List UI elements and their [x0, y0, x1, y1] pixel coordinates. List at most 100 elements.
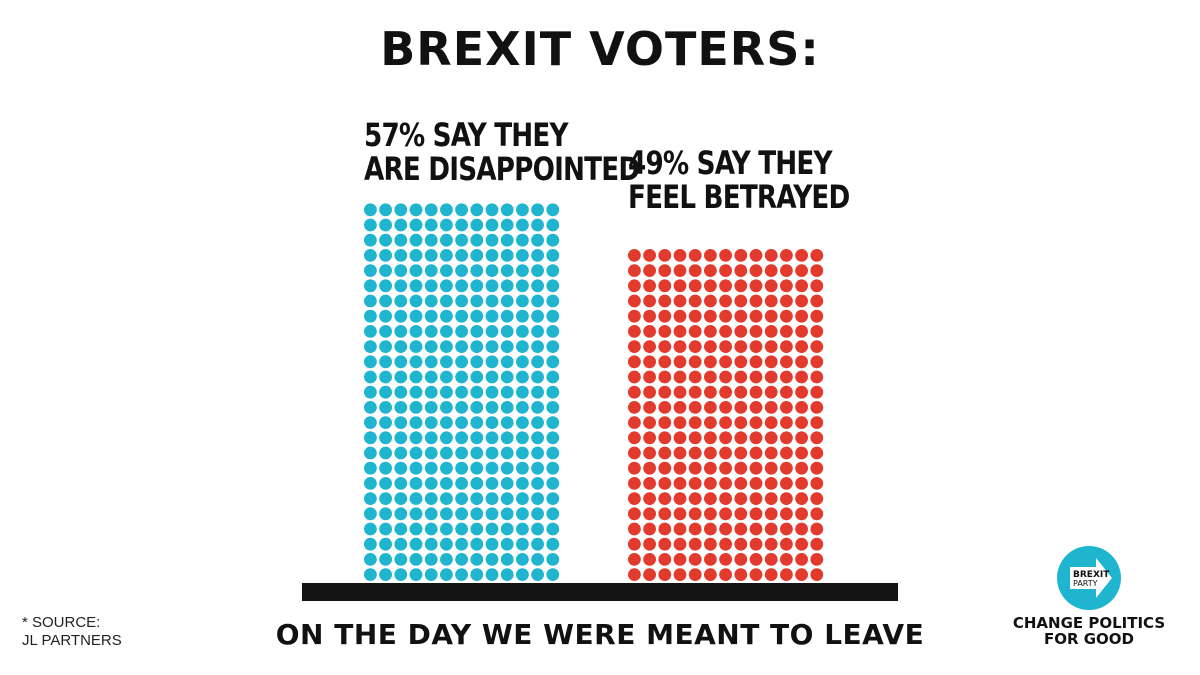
bar-dot	[364, 233, 377, 247]
bar-dot	[394, 233, 408, 247]
bar-dot	[516, 553, 529, 566]
bar-dot	[409, 401, 423, 414]
bar-dot	[409, 507, 423, 521]
bar-dot	[485, 431, 499, 445]
bar-dot	[516, 355, 529, 369]
bar-dot	[424, 522, 438, 536]
bar-dot	[470, 309, 484, 323]
bar-dot	[531, 446, 544, 460]
bar-dot	[704, 446, 717, 460]
bar-dot	[485, 507, 499, 521]
bar-dot	[485, 203, 499, 217]
bar-dot	[409, 249, 423, 262]
bar-dot	[658, 507, 672, 521]
bar-dot	[749, 553, 763, 566]
bar-dot	[749, 431, 763, 445]
bar-dot	[764, 522, 778, 536]
bar-dot	[780, 355, 793, 369]
bar-dot	[673, 522, 687, 536]
bar-dot	[795, 553, 808, 566]
bar-dot	[379, 340, 392, 353]
bar-dot	[764, 309, 778, 323]
bar-dot	[440, 279, 453, 293]
bar-dot	[704, 309, 717, 323]
bar-dot	[485, 355, 499, 369]
bar-dot	[704, 355, 717, 369]
bar-dot	[688, 355, 702, 369]
bar-dot	[764, 461, 778, 475]
bar-dot	[531, 522, 544, 536]
bar-dot	[780, 279, 793, 293]
bar-dot	[516, 309, 529, 323]
bar-dot	[673, 446, 687, 460]
bar-dot	[364, 309, 377, 323]
bar-dot	[546, 446, 560, 460]
bar-dot	[673, 309, 687, 323]
bar-dot	[364, 218, 377, 232]
bar-dot	[780, 446, 793, 460]
bar-dot	[546, 522, 560, 536]
bar-dot	[424, 325, 438, 338]
bar-dot	[440, 249, 453, 262]
bar-dot	[455, 477, 468, 490]
bar-dot	[688, 431, 702, 445]
bar-dot	[795, 309, 808, 323]
bar-dot	[749, 309, 763, 323]
bar-dot	[394, 340, 408, 353]
bar-dot	[531, 340, 544, 353]
bar-dot	[628, 355, 641, 369]
bar-dot	[364, 340, 377, 353]
bar-dot	[719, 492, 732, 505]
bar-dot	[749, 522, 763, 536]
bar-dot	[780, 385, 793, 399]
bar-dot	[409, 355, 423, 369]
bar-dot	[688, 461, 702, 475]
bar-dot	[364, 401, 377, 414]
bar-dot	[810, 461, 824, 475]
bar-dot	[719, 522, 732, 536]
bar-dot	[409, 416, 423, 429]
bar-dot	[379, 492, 392, 505]
bar-dot	[455, 355, 468, 369]
bar-dot	[546, 537, 560, 551]
bar-label-betrayed-line2: FEEL BETRAYED	[628, 178, 850, 216]
bar-dot	[440, 264, 453, 277]
bar-dot	[658, 355, 672, 369]
bar-dot	[688, 340, 702, 353]
bar-dot	[379, 553, 392, 566]
bar-dot	[749, 340, 763, 353]
bar-dot	[719, 477, 732, 490]
bar-dot	[531, 416, 544, 429]
bar-dot	[734, 264, 748, 277]
bar-dot	[455, 249, 468, 262]
bar-dot	[531, 370, 544, 384]
bar-dot	[531, 492, 544, 505]
bar-dot	[424, 233, 438, 247]
bar-dot	[516, 477, 529, 490]
bar-dot	[673, 537, 687, 551]
bar-dot	[531, 461, 544, 475]
bar-dot	[455, 416, 468, 429]
bar-dot	[364, 203, 377, 217]
bar-dot	[485, 522, 499, 536]
bar-dot	[688, 294, 702, 308]
bar-dot	[516, 218, 529, 232]
bar-dot	[734, 477, 748, 490]
bar-dot	[440, 325, 453, 338]
bar-dot	[628, 370, 641, 384]
bar-dot	[704, 325, 717, 338]
bar-dot	[546, 309, 560, 323]
bar-dot	[500, 233, 514, 247]
bar-dot	[470, 553, 484, 566]
bar-dot	[734, 553, 748, 566]
bar-dot	[704, 431, 717, 445]
bar-dot	[719, 461, 732, 475]
bar-dot	[424, 340, 438, 353]
bar-dot	[780, 492, 793, 505]
bar-dot	[531, 477, 544, 490]
bar-dot	[658, 416, 672, 429]
bar-dot	[673, 507, 687, 521]
bar-dot	[409, 492, 423, 505]
bar-2	[628, 249, 824, 581]
bar-dot	[485, 461, 499, 475]
